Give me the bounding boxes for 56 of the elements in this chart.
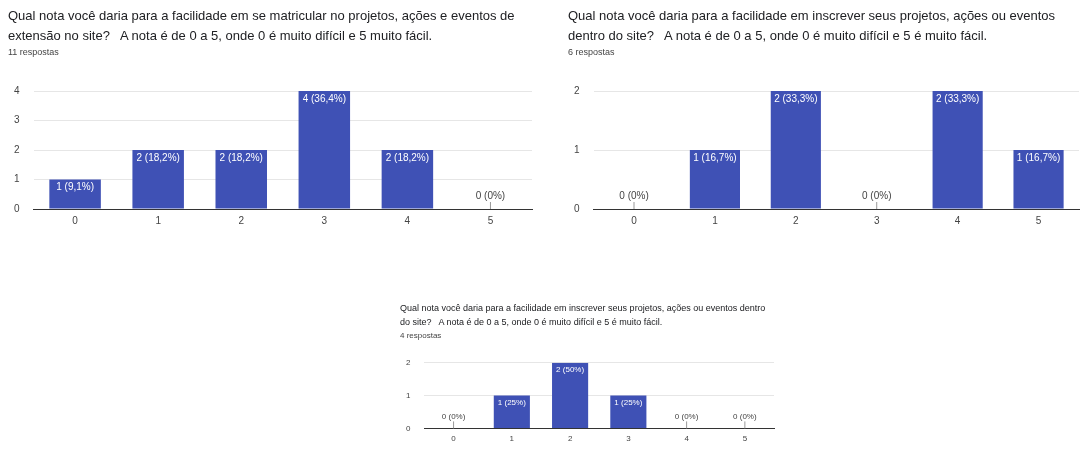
y-tick-label: 4 — [14, 85, 20, 97]
y-tick-label: 2 — [574, 85, 580, 97]
x-tick-label: 5 — [487, 215, 494, 227]
x-tick-label: 5 — [1035, 215, 1042, 227]
data-label: 1 (25%) — [497, 397, 527, 407]
x-tick-label: 3 — [873, 215, 880, 227]
x-tick-label: 0 — [72, 215, 79, 227]
data-label: 2 (33,3%) — [935, 93, 980, 105]
y-tick-label: 1 — [14, 173, 20, 185]
x-tick-label: 2 — [793, 215, 800, 227]
data-label: 4 (36,4%) — [302, 93, 346, 105]
data-label: 2 (18,2%) — [385, 152, 430, 164]
data-label: 1 (9,1%) — [56, 181, 94, 193]
x-tick-label: 2 — [567, 434, 573, 444]
data-label: 1 (25%) — [614, 397, 643, 407]
bar — [215, 150, 267, 209]
x-tick-label: 0 — [451, 434, 457, 444]
data-label: 0 (0%) — [862, 190, 892, 202]
chart-subtitle: 6 respostas — [567, 46, 616, 58]
bar — [298, 91, 351, 209]
data-label: 0 (0%) — [674, 411, 699, 421]
x-tick-label: 3 — [321, 215, 328, 227]
bar — [381, 150, 434, 209]
x-tick-label: 5 — [742, 434, 748, 444]
bar — [132, 150, 184, 209]
y-tick-label: 0 — [14, 203, 20, 215]
data-label: 1 (16,7%) — [1016, 152, 1061, 164]
data-label: 0 (0%) — [475, 190, 506, 202]
data-label: 2 (18,2%) — [136, 152, 180, 164]
data-label: 2 (33,3%) — [774, 93, 818, 105]
chart-title: Qual nota você daria para a facilidade em inscrever seus projetos, ações ou eventos dentro do site? A nota é de 0 a 5, onde 0 é muito difícil e 5 é muito fácil. — [567, 7, 1057, 46]
data-label: 0 (0%) — [441, 411, 466, 421]
x-tick-label: 1 — [509, 434, 515, 444]
data-label: 1 (16,7%) — [693, 152, 737, 164]
x-tick-label: 2 — [238, 215, 245, 227]
x-tick-label: 0 — [631, 215, 638, 227]
x-tick-label: 3 — [626, 434, 632, 444]
chart-subtitle: 11 respostas — [7, 46, 60, 58]
y-tick-label: 2 — [406, 357, 411, 367]
chart-subtitle: 4 respostas — [399, 329, 443, 340]
data-label: 2 (18,2%) — [219, 152, 263, 164]
y-tick-label: 0 — [574, 203, 580, 215]
x-tick-label: 1 — [712, 215, 719, 227]
data-label: 0 (0%) — [619, 190, 649, 202]
x-tick-label: 4 — [684, 434, 690, 444]
y-tick-label: 1 — [406, 390, 411, 400]
y-tick-label: 0 — [406, 423, 411, 433]
chart-title: Qual nota você daria para a facilidade em se matricular no projetos, ações e eventos de extensão no site? A nota é de 0 a 5, onde 0 é muito difícil e 5 muito fácil. — [7, 7, 516, 46]
y-tick-label: 1 — [574, 144, 580, 156]
chart-title: Qual nota você daria para a facilidade em inscrever seus projetos, ações ou eventos dentro do site? A nota é de 0 a 5, onde 0 é muito difícil e 5 é muito fácil. — [399, 302, 767, 329]
x-tick-label: 1 — [155, 215, 162, 227]
y-tick-label: 3 — [14, 114, 20, 126]
data-label: 0 (0%) — [733, 411, 757, 421]
y-tick-label: 2 — [14, 144, 20, 156]
data-label: 2 (50%) — [556, 364, 585, 374]
x-tick-label: 4 — [954, 215, 961, 227]
